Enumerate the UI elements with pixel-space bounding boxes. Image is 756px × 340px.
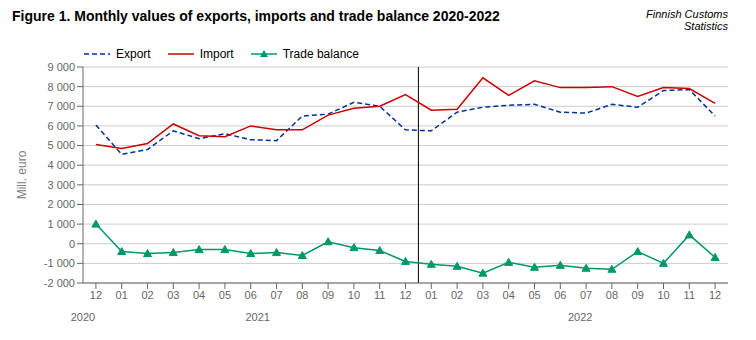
html-text:Figure 1. Monthly values of ex: Figure 1. Monthly values of exports, imp… (12, 8, 500, 24)
svg-text:0: 0 (69, 238, 75, 250)
svg-text:2022: 2022 (568, 311, 592, 323)
svg-text:02: 02 (141, 289, 153, 301)
svg-text:9 000: 9 000 (47, 61, 75, 73)
svg-text:2020: 2020 (71, 311, 95, 323)
svg-text:12: 12 (90, 289, 102, 301)
svg-text:-2 000: -2 000 (44, 277, 75, 289)
svg-text:02: 02 (451, 289, 463, 301)
svg-text:12: 12 (399, 289, 411, 301)
svg-text:01: 01 (116, 289, 128, 301)
html-text:Finnish Customs Statistics: Finnish Customs Statistics (646, 8, 728, 32)
svg-text:3 000: 3 000 (47, 179, 75, 191)
svg-text:1 000: 1 000 (47, 218, 75, 230)
svg-text:Mill. euro: Mill. euro (15, 150, 29, 199)
svg-text:2021: 2021 (245, 311, 269, 323)
html-text:Export: Export (116, 47, 151, 61)
svg-text:01: 01 (425, 289, 437, 301)
svg-text:09: 09 (322, 289, 334, 301)
svg-text:2 000: 2 000 (47, 198, 75, 210)
svg-text:07: 07 (580, 289, 592, 301)
svg-text:8 000: 8 000 (47, 81, 75, 93)
svg-text:5 000: 5 000 (47, 139, 75, 151)
svg-text:4 000: 4 000 (47, 159, 75, 171)
svg-text:6 000: 6 000 (47, 120, 75, 132)
html-text:Trade balance: Trade balance (282, 47, 359, 61)
svg-text:09: 09 (632, 289, 644, 301)
svg-text:11: 11 (374, 289, 385, 301)
svg-text:05: 05 (528, 289, 540, 301)
svg-text:03: 03 (167, 289, 179, 301)
svg-text:08: 08 (606, 289, 618, 301)
svg-text:10: 10 (657, 289, 669, 301)
svg-text:06: 06 (245, 289, 257, 301)
html-text:Import: Import (199, 47, 234, 61)
svg-text:04: 04 (193, 289, 205, 301)
svg-text:07: 07 (270, 289, 282, 301)
svg-text:12: 12 (709, 289, 721, 301)
svg-text:10: 10 (348, 289, 360, 301)
svg-text:04: 04 (503, 289, 515, 301)
svg-text:11: 11 (684, 289, 695, 301)
svg-text:7 000: 7 000 (47, 100, 75, 112)
svg-text:-1 000: -1 000 (44, 257, 75, 269)
svg-text:03: 03 (477, 289, 489, 301)
svg-text:06: 06 (554, 289, 566, 301)
svg-text:05: 05 (219, 289, 231, 301)
svg-text:08: 08 (296, 289, 308, 301)
